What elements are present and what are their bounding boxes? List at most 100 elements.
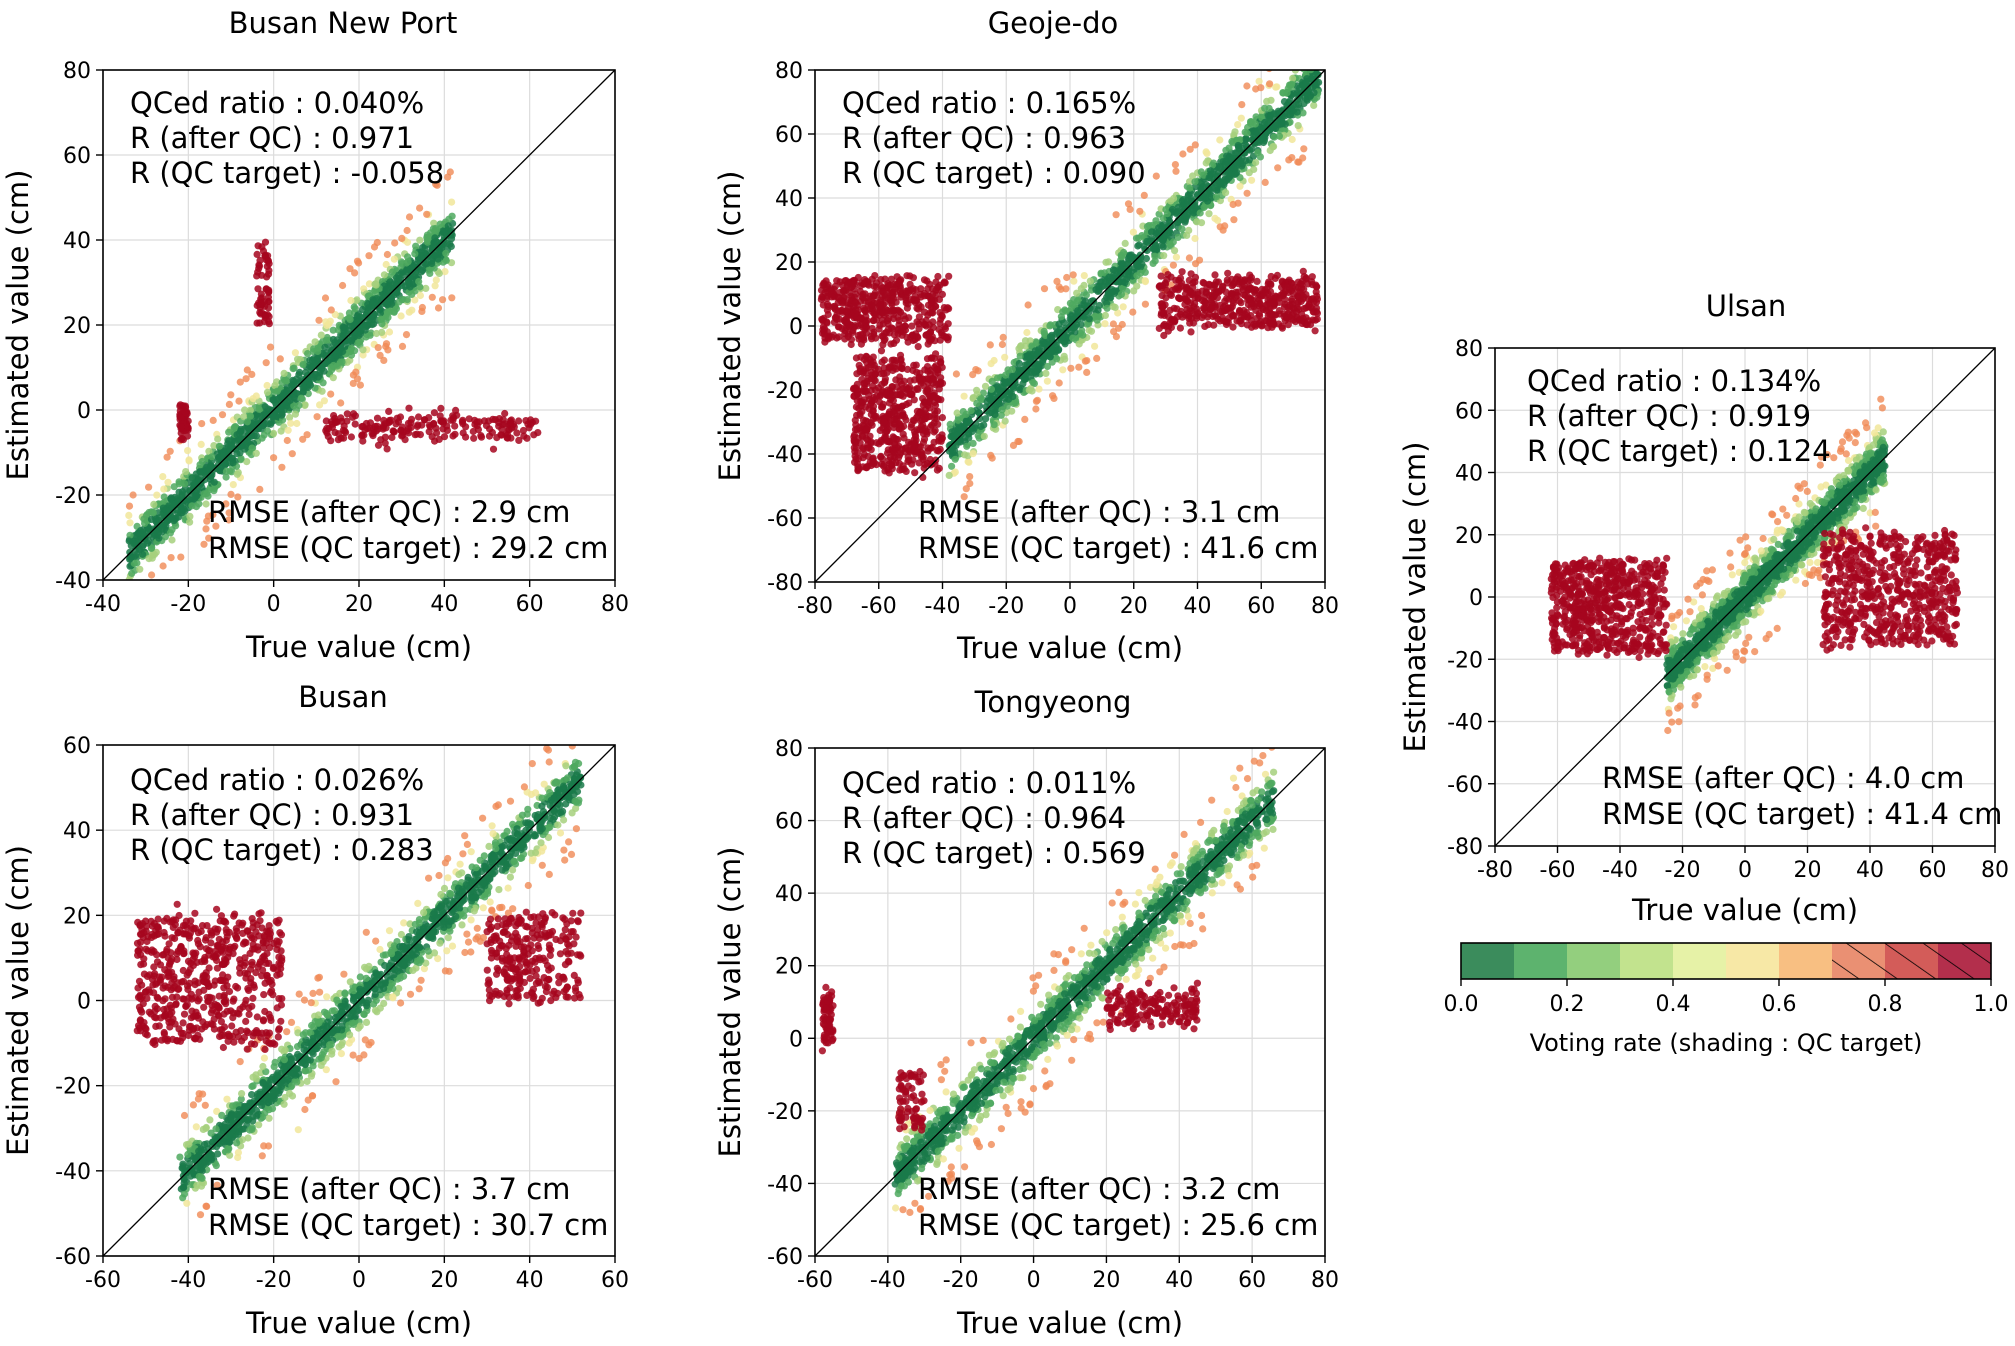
point-qc-target bbox=[908, 322, 916, 330]
point-qc-target bbox=[848, 282, 856, 291]
point-normal bbox=[1141, 277, 1149, 285]
point-qc-target bbox=[1285, 301, 1293, 309]
point-normal bbox=[1092, 286, 1100, 294]
point-qc-target bbox=[879, 400, 887, 408]
point-moderate bbox=[1274, 164, 1282, 172]
point-qc-target bbox=[264, 270, 273, 278]
point-moderate bbox=[1055, 283, 1063, 291]
point-normal bbox=[241, 406, 249, 414]
rmse-line: RMSE (QC target) : 41.6 cm bbox=[918, 531, 1318, 565]
point-normal bbox=[1255, 138, 1263, 146]
point-normal bbox=[434, 255, 442, 263]
point-qc-target bbox=[449, 432, 457, 440]
point-normal bbox=[945, 471, 953, 479]
point-moderate bbox=[1075, 363, 1083, 371]
point-qc-target bbox=[903, 365, 912, 373]
point-normal bbox=[196, 461, 204, 469]
point-normal bbox=[125, 576, 133, 580]
point-qc-target bbox=[1178, 313, 1186, 321]
point-normal bbox=[1254, 149, 1262, 157]
point-qc-target bbox=[1276, 291, 1284, 300]
point-normal bbox=[1181, 218, 1189, 226]
point-qc-target bbox=[934, 272, 942, 281]
plot-frame bbox=[102, 69, 616, 581]
point-moderate bbox=[428, 293, 436, 301]
point-normal bbox=[168, 526, 176, 534]
point-normal bbox=[1231, 170, 1239, 179]
point-normal bbox=[1291, 70, 1299, 74]
point-normal bbox=[1252, 158, 1260, 167]
point-normal bbox=[205, 447, 213, 455]
point-moderate bbox=[1281, 54, 1288, 61]
point-normal bbox=[1133, 262, 1141, 270]
point-qc-target bbox=[892, 376, 900, 384]
point-normal bbox=[1216, 179, 1224, 187]
point-moderate bbox=[209, 416, 217, 424]
point-normal bbox=[1225, 144, 1233, 152]
point-qc-target bbox=[917, 285, 925, 293]
point-normal bbox=[291, 410, 299, 418]
point-normal bbox=[1117, 266, 1126, 274]
point-moderate bbox=[200, 540, 208, 548]
point-normal bbox=[1129, 255, 1137, 263]
point-normal bbox=[1077, 285, 1085, 293]
y-tick-label: 0 bbox=[1469, 586, 1483, 611]
point-qc-target bbox=[862, 319, 870, 327]
point-normal bbox=[1199, 192, 1207, 200]
point-normal bbox=[172, 500, 180, 508]
y-tick-label: -40 bbox=[55, 569, 91, 594]
point-qc-target bbox=[908, 460, 916, 468]
point-qc-target bbox=[924, 413, 932, 421]
point-moderate bbox=[1219, 226, 1227, 234]
point-qc-target bbox=[867, 301, 875, 309]
point-qc-target bbox=[177, 435, 185, 443]
point-normal bbox=[1151, 252, 1159, 260]
point-normal bbox=[1043, 377, 1051, 385]
point-qc-target bbox=[861, 290, 869, 298]
point-normal bbox=[317, 331, 325, 339]
point-normal bbox=[355, 331, 363, 340]
point-normal bbox=[314, 347, 322, 355]
point-qc-target bbox=[835, 333, 843, 341]
point-qc-target bbox=[945, 272, 953, 280]
point-normal bbox=[186, 518, 194, 526]
point-normal bbox=[1036, 351, 1044, 359]
point-normal bbox=[1168, 205, 1177, 214]
point-normal bbox=[985, 394, 993, 402]
point-qc-target bbox=[895, 403, 903, 411]
point-normal bbox=[1074, 307, 1082, 315]
point-normal bbox=[372, 329, 381, 338]
point-normal bbox=[1300, 99, 1308, 108]
point-normal bbox=[295, 401, 303, 409]
point-normal bbox=[311, 338, 319, 346]
point-normal bbox=[277, 427, 285, 435]
point-moderate bbox=[266, 343, 275, 351]
point-moderate bbox=[383, 250, 391, 259]
one-to-one-line bbox=[814, 69, 1326, 583]
point-normal bbox=[145, 524, 153, 533]
point-qc-target bbox=[1261, 317, 1269, 325]
point-qc-target bbox=[324, 432, 332, 441]
x-tick-label: 40 bbox=[1856, 858, 1884, 883]
point-normal bbox=[1121, 239, 1129, 247]
point-normal bbox=[444, 222, 452, 230]
point-qc-target bbox=[928, 459, 936, 468]
point-qc-target bbox=[1185, 312, 1193, 320]
point-normal bbox=[416, 236, 424, 244]
point-normal bbox=[1280, 98, 1289, 106]
point-normal bbox=[1214, 216, 1222, 224]
point-qc-target bbox=[1311, 327, 1319, 335]
point-normal bbox=[252, 392, 260, 400]
point-qc-target bbox=[1304, 295, 1313, 303]
point-normal bbox=[188, 502, 196, 510]
point-normal bbox=[261, 412, 270, 420]
point-normal bbox=[1043, 362, 1052, 371]
point-normal bbox=[1032, 339, 1040, 347]
point-moderate bbox=[998, 340, 1007, 349]
point-qc-target bbox=[388, 433, 396, 442]
point-moderate bbox=[969, 371, 977, 379]
point-normal bbox=[240, 413, 248, 421]
point-normal bbox=[988, 377, 996, 385]
point-normal bbox=[376, 309, 384, 317]
